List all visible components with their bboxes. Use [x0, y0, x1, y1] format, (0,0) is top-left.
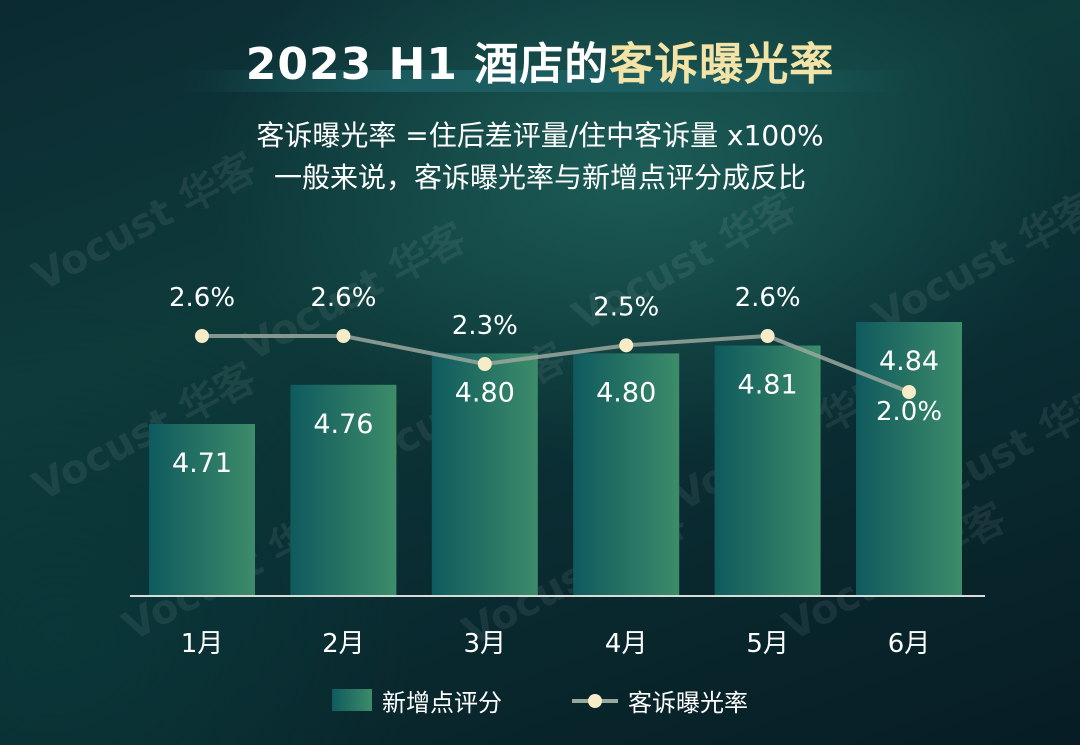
- subtitle-formula: 客诉曝光率 =住后差评量/住中客诉量 x100%: [256, 119, 824, 152]
- bar: [431, 353, 538, 596]
- bar: [290, 384, 397, 596]
- bar: [573, 353, 680, 596]
- title-band: [180, 70, 910, 92]
- bar-value-label: 4.80: [596, 377, 656, 408]
- rate-value-label: 2.0%: [876, 397, 942, 427]
- rate-point: [195, 329, 209, 343]
- rate-point: [477, 357, 492, 371]
- x-tick-label: 6月: [888, 629, 931, 659]
- rate-point: [336, 329, 351, 343]
- title-prefix: 2023 H1 酒店的: [245, 39, 610, 90]
- legend-item-bar: 新增点评分: [332, 682, 502, 718]
- legend-item-line: 客诉曝光率: [572, 682, 748, 718]
- rate-value-label: 2.5%: [593, 292, 659, 322]
- bar-value-label: 4.80: [455, 377, 515, 408]
- rate-point: [619, 338, 634, 353]
- rate-point: [902, 385, 916, 399]
- legend: 新增点评分 客诉曝光率: [0, 682, 1080, 718]
- x-tick-label: 3月: [464, 629, 507, 659]
- bar: [856, 322, 962, 596]
- bar-value-label: 4.76: [313, 409, 373, 440]
- x-tick-label: 2月: [322, 629, 365, 659]
- bar: [714, 345, 821, 596]
- rate-value-label: 2.3%: [452, 311, 518, 341]
- rate-value-label: 2.6%: [310, 283, 376, 313]
- bar-value-label: 4.81: [738, 370, 798, 401]
- bar-value-label: 4.71: [172, 448, 232, 479]
- bar: [149, 424, 255, 596]
- title-highlight: 客诉曝光率: [609, 39, 835, 90]
- x-tick-label: 5月: [746, 629, 789, 659]
- chart-title: 2023 H1 酒店的客诉曝光率: [0, 28, 1080, 92]
- rate-value-label: 2.6%: [735, 283, 801, 313]
- legend-label-bar: 新增点评分: [382, 688, 502, 717]
- rate-value-label: 2.6%: [169, 283, 235, 313]
- bar-value-label: 4.84: [879, 346, 939, 377]
- legend-label-line: 客诉曝光率: [628, 688, 748, 717]
- x-tick-label: 1月: [181, 629, 224, 659]
- x-tick-label: 4月: [605, 629, 648, 659]
- legend-line-swatch: [572, 689, 618, 711]
- rate-series-line: [202, 333, 910, 394]
- legend-bar-swatch: [332, 689, 372, 711]
- rate-point: [760, 329, 775, 343]
- subtitle-note: 一般来说，客诉曝光率与新增点评分成反比: [273, 161, 806, 194]
